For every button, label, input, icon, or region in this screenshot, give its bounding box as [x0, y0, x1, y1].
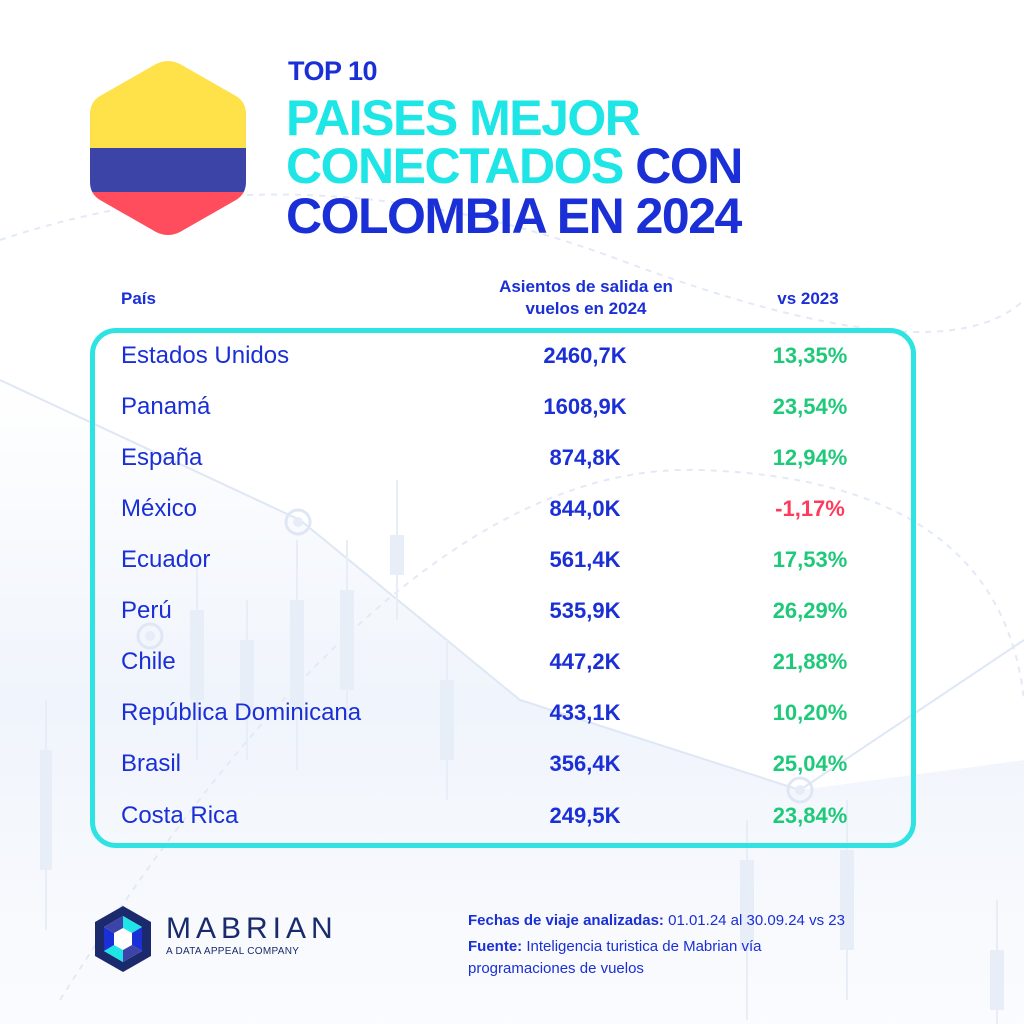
column-header-country: País: [121, 289, 156, 308]
dates-note: Fechas de viaje analizadas: 01.01.24 al …: [468, 910, 845, 932]
colombia-flag-hexagon: [90, 61, 246, 235]
variation-cell: 25,04%: [772, 751, 848, 776]
title-line-2-highlight: CONECTADOS: [286, 138, 624, 194]
country-cell: México: [121, 495, 198, 522]
country-cell: Perú: [121, 597, 172, 624]
variation-cell: 10,20%: [772, 700, 848, 725]
country-cell: Chile: [121, 648, 176, 675]
table-row: Perú 535,9K 26,29%: [0, 591, 1024, 631]
country-cell: República Dominicana: [121, 699, 362, 726]
variation-cell: 21,88%: [772, 649, 848, 674]
column-header-variation: vs 2023: [777, 289, 839, 308]
source-value-line-1: Inteligencia turistica de Mabrian vía: [526, 938, 762, 955]
seats-cell: 249,5K: [549, 803, 621, 828]
seats-cell: 2460,7K: [543, 343, 627, 368]
table-row: Brasil 356,4K 25,04%: [0, 744, 1024, 784]
table-row: España 874,8K 12,94%: [0, 438, 1024, 478]
variation-cell: 23,54%: [772, 394, 848, 419]
table-row: Costa Rica 249,5K 23,84%: [0, 796, 1024, 836]
dates-value: 01.01.24 al 30.09.24 vs 23: [668, 912, 845, 929]
country-cell: Brasil: [121, 750, 182, 777]
variation-cell: 12,94%: [772, 445, 848, 470]
variation-cell: -1,17%: [775, 496, 845, 521]
seats-cell: 874,8K: [549, 445, 621, 470]
country-cell: Ecuador: [121, 546, 211, 573]
variation-cell: 13,35%: [772, 343, 848, 368]
seats-cell: 433,1K: [549, 700, 621, 725]
seats-cell: 1608,9K: [543, 394, 627, 419]
source-value-line-2: programaciones de vuelos: [468, 960, 644, 977]
seats-cell: 535,9K: [549, 598, 621, 623]
table-frame: [90, 328, 916, 848]
seats-cell: 844,0K: [549, 496, 621, 521]
brand-tagline: A DATA APPEAL COMPANY: [166, 946, 300, 957]
title-line-2-rest: CON: [635, 138, 743, 194]
country-cell: España: [121, 444, 203, 471]
table-row: México 844,0K -1,17%: [0, 489, 1024, 529]
source-note: Fuente: Inteligencia turistica de Mabria…: [468, 936, 761, 980]
title-kicker: TOP 10: [288, 56, 378, 86]
variation-cell: 23,84%: [772, 803, 848, 828]
country-cell: Estados Unidos: [121, 342, 290, 369]
country-cell: Costa Rica: [121, 802, 239, 829]
table-row: Panamá 1608,9K 23,54%: [0, 387, 1024, 427]
variation-cell: 26,29%: [772, 598, 848, 623]
variation-cell: 17,53%: [772, 547, 848, 572]
title-line-3: COLOMBIA EN 2024: [286, 188, 742, 244]
table-row: República Dominicana 433,1K 10,20%: [0, 693, 1024, 733]
title-line-1: PAISES MEJOR: [286, 90, 641, 146]
seats-cell: 356,4K: [549, 751, 621, 776]
title-line-2: CONECTADOS CON: [286, 138, 743, 194]
seats-cell: 561,4K: [549, 547, 621, 572]
dates-label: Fechas de viaje analizadas:: [468, 912, 664, 929]
brand-name: MABRIAN: [166, 912, 338, 945]
seats-cell: 447,2K: [549, 649, 621, 674]
source-label: Fuente:: [468, 938, 523, 955]
country-cell: Panamá: [121, 393, 211, 420]
table-row: Estados Unidos 2460,7K 13,35%: [0, 336, 1024, 376]
table-row: Chile 447,2K 21,88%: [0, 642, 1024, 682]
table-row: Ecuador 561,4K 17,53%: [0, 540, 1024, 580]
column-header-seats: Asientos de salida en vuelos en 2024: [499, 277, 673, 318]
mabrian-logo-icon: [95, 906, 151, 972]
